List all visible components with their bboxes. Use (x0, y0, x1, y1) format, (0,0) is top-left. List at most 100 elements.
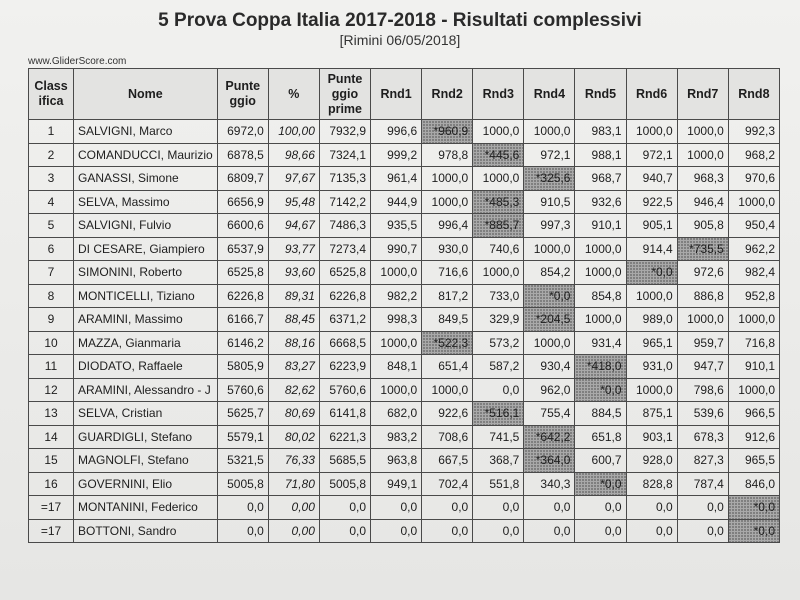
column-header-r4: Rnd4 (523, 68, 576, 120)
table-row: 10 MAZZA, Gianmaria 6146,2 88,16 6668,5 1000,… (28, 330, 781, 355)
discarded-round-cell: *0,0 (727, 518, 781, 543)
site-credit: www.GliderScore.com (28, 56, 127, 67)
column-header-r7: Rnd7 (676, 68, 729, 120)
round-score-cell: 651,8 (574, 424, 627, 449)
round-score-cell: 875,1 (625, 401, 678, 426)
table-row: 12 ARAMINI, Alessandro - J 5760,6 82,62 5760… (28, 377, 781, 402)
round-score-cell: 740,6 (472, 236, 525, 261)
discarded-round-cell: *418,0 (574, 354, 627, 379)
round-score-cell: 966,5 (727, 401, 781, 426)
round-score-cell: 972,1 (523, 142, 576, 167)
percent-cell: 0,00 (267, 518, 320, 543)
table-row: 2 COMANDUCCI, Maurizio 6878,5 98,66 7324,1 99… (28, 142, 781, 167)
round-score-cell: 0,0 (523, 518, 576, 543)
round-score-cell: 1000,0 (370, 330, 423, 355)
raw-score-cell: 6221,3 (318, 424, 372, 449)
score-cell: 0,0 (216, 495, 269, 520)
round-score-cell: 1000,0 (523, 330, 576, 355)
round-score-cell: 854,2 (523, 260, 576, 285)
raw-score-cell: 7142,2 (318, 189, 372, 214)
discarded-round-cell: *485,3 (472, 189, 525, 214)
round-score-cell: 1000,0 (625, 283, 678, 308)
raw-score-cell: 6223,9 (318, 354, 372, 379)
round-score-cell: 1000,0 (574, 236, 627, 261)
round-score-cell: 930,4 (523, 354, 576, 379)
table-row: 14 GUARDIGLI, Stefano 5579,1 80,02 6221,3 983… (28, 424, 781, 449)
round-score-cell: 1000,0 (370, 377, 423, 402)
pilot-name-cell: SALVIGNI, Marco (73, 119, 218, 144)
round-score-cell: 928,0 (625, 448, 678, 473)
column-header-r1: Rnd1 (370, 68, 423, 120)
round-score-cell: 1000,0 (472, 166, 525, 191)
round-score-cell: 944,9 (370, 189, 423, 214)
score-cell: 5760,6 (216, 377, 269, 402)
raw-score-cell: 7486,3 (318, 213, 372, 238)
percent-cell: 71,80 (267, 471, 320, 496)
raw-score-cell: 0,0 (318, 518, 372, 543)
percent-cell: 88,45 (267, 307, 320, 332)
column-header-r2: Rnd2 (421, 68, 474, 120)
rank-cell: 15 (28, 448, 74, 473)
pilot-name-cell: SALVIGNI, Fulvio (73, 213, 218, 238)
round-score-cell: 1000,0 (727, 307, 781, 332)
pilot-name-cell: MONTICELLI, Tiziano (73, 283, 218, 308)
table-row: 11 DIODATO, Raffaele 5805,9 83,27 6223,9 848,… (28, 354, 781, 379)
discarded-round-cell: *960,9 (421, 119, 474, 144)
raw-score-cell: 5685,5 (318, 448, 372, 473)
percent-cell: 0,00 (267, 495, 320, 520)
round-score-cell: 910,1 (574, 213, 627, 238)
round-score-cell: 741,5 (472, 424, 525, 449)
percent-cell: 95,48 (267, 189, 320, 214)
discarded-round-cell: *0,0 (574, 377, 627, 402)
column-header-raw: Punte ggio prime (318, 68, 372, 120)
table-row: 5 SALVIGNI, Fulvio 6600,6 94,67 7486,3 935,5 9… (28, 213, 781, 238)
round-score-cell: 667,5 (421, 448, 474, 473)
round-score-cell: 999,2 (370, 142, 423, 167)
pilot-name-cell: GANASSI, Simone (73, 166, 218, 191)
score-cell: 6972,0 (216, 119, 269, 144)
round-score-cell: 959,7 (676, 330, 729, 355)
round-score-cell: 1000,0 (727, 189, 781, 214)
round-score-cell: 935,5 (370, 213, 423, 238)
discarded-round-cell: *642,2 (523, 424, 576, 449)
discarded-round-cell: *0,0 (625, 260, 678, 285)
round-score-cell: 827,3 (676, 448, 729, 473)
rank-cell: 10 (28, 330, 74, 355)
raw-score-cell: 7273,4 (318, 236, 372, 261)
round-score-cell: 931,4 (574, 330, 627, 355)
column-header-r8: Rnd8 (727, 68, 781, 120)
table-row: 6 DI CESARE, Giampiero 6537,9 93,77 7273,4 99… (28, 236, 781, 261)
round-score-cell: 1000,0 (421, 166, 474, 191)
rank-cell: 13 (28, 401, 74, 426)
round-score-cell: 817,2 (421, 283, 474, 308)
score-cell: 5321,5 (216, 448, 269, 473)
column-header-pos: Class ifica (28, 68, 74, 120)
pilot-name-cell: COMANDUCCI, Maurizio (73, 142, 218, 167)
round-score-cell: 952,8 (727, 283, 781, 308)
rank-cell: 6 (28, 236, 74, 261)
discarded-round-cell: *204,5 (523, 307, 576, 332)
rank-cell: 11 (28, 354, 74, 379)
percent-cell: 94,67 (267, 213, 320, 238)
round-score-cell: 965,1 (625, 330, 678, 355)
percent-cell: 76,33 (267, 448, 320, 473)
round-score-cell: 950,4 (727, 213, 781, 238)
round-score-cell: 961,4 (370, 166, 423, 191)
pilot-name-cell: SELVA, Massimo (73, 189, 218, 214)
round-score-cell: 651,4 (421, 354, 474, 379)
round-score-cell: 798,6 (676, 377, 729, 402)
round-score-cell: 884,5 (574, 401, 627, 426)
round-score-cell: 1000,0 (676, 119, 729, 144)
round-score-cell: 1000,0 (676, 307, 729, 332)
raw-score-cell: 6371,2 (318, 307, 372, 332)
round-score-cell: 0,0 (472, 495, 525, 520)
round-score-cell: 983,2 (370, 424, 423, 449)
round-score-cell: 963,8 (370, 448, 423, 473)
rank-cell: =17 (28, 495, 74, 520)
column-header-points: Punte ggio (216, 68, 269, 120)
round-score-cell: 733,0 (472, 283, 525, 308)
round-score-cell: 0,0 (472, 377, 525, 402)
discarded-round-cell: *364,0 (523, 448, 576, 473)
round-score-cell: 910,5 (523, 189, 576, 214)
